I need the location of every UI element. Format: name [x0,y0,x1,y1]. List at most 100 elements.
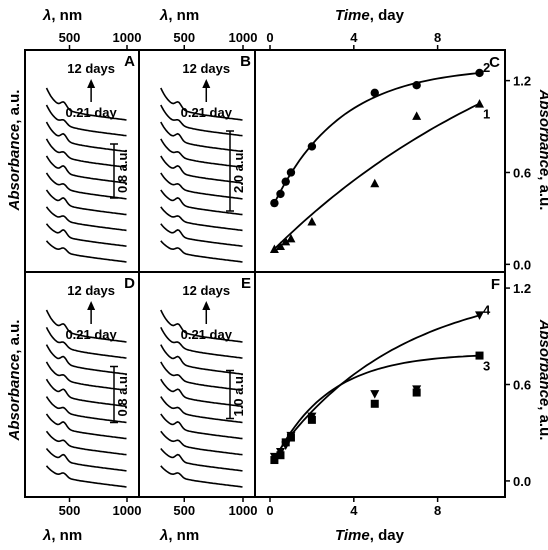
spectrum-D-4 [45,378,127,408]
data-point-C-2-7 [475,68,484,78]
top-lambda-label-a: λ, nm [42,7,82,24]
spectrum-E-2 [160,344,243,375]
spectrum-A-9 [45,240,127,263]
scale-bar-label-D: 0.8 a.u. [115,372,130,416]
spectrum-B-8 [160,223,243,247]
x-tick-label-B-0: 500 [173,30,195,45]
spectrum-E-7 [160,430,243,456]
panel-D: 500 1000 12 days 0.21 day D 0.8 a.u. [24,271,142,518]
data-point-F-3-0 [270,456,279,465]
panel-B: 500 1000 12 days 0.21 day B 2.0 a.u. [138,30,258,273]
panel-letter-F: F [491,276,500,293]
spectrum-E-4 [160,378,243,408]
data-point-C-2-1 [276,189,285,199]
annotation-bottom-B: 0.21 day [181,105,233,120]
spectrum-E-9 [160,465,243,488]
fit-curve-C-1 [273,102,481,250]
arrow-head-A [87,79,96,88]
data-point-C-1-3 [286,233,296,243]
series-label-F-3: 3 [483,359,490,374]
spectrum-B-7 [160,206,243,232]
spectrum-E-0 [160,309,243,343]
right-absorbance-label-top: Absorbance, a.u. [536,89,548,211]
x-tick-label-B-1: 1000 [229,30,258,45]
y-tick-label-F-0: 0.0 [513,474,531,489]
spectrum-A-3 [45,138,127,169]
spectrum-D-8 [45,447,127,472]
spectrum-E-1 [160,326,243,359]
left-absorbance-label-top: Absorbance, a.u. [6,90,23,212]
spectrum-A-7 [45,206,127,232]
bottom-time-label: Time, day [335,527,405,544]
panel-letter-E: E [241,275,251,292]
spectrum-B-6 [160,189,243,216]
spectrum-A-8 [45,223,127,247]
data-point-F-3-4 [307,415,316,424]
x-tick-label-A-1: 1000 [113,30,142,45]
spectrum-B-3 [160,138,243,169]
x-tick-label-F-1: 4 [350,503,358,518]
data-point-C-1-1 [275,241,285,250]
top-time-label: Time, day [335,7,405,24]
y-tick-label-F-1: 0.6 [513,378,531,393]
spectrum-B-9 [160,240,243,263]
x-tick-label-C-0: 0 [266,30,273,45]
arrow-head-E [202,301,211,310]
x-tick-label-C-2: 8 [434,30,441,45]
annotation-bottom-D: 0.21 day [65,327,117,342]
spectrum-A-6 [45,189,127,216]
data-point-C-1-7 [475,99,485,108]
annotation-top-D: 12 days [67,283,115,298]
spectrum-A-1 [45,104,127,137]
series-label-C-2: 2 [483,60,490,75]
x-tick-label-D-1: 1000 [113,503,142,518]
spectrum-B-1 [160,104,243,137]
spectrum-E-3 [160,361,243,392]
spectrum-A-5 [45,172,127,200]
x-tick-label-D-0: 500 [59,503,81,518]
spectrum-D-6 [45,413,127,440]
data-point-C-1-6 [412,111,422,120]
annotation-bottom-E: 0.21 day [181,327,233,342]
spectrum-D-0 [45,309,127,343]
panel-E: 500 1000 12 days 0.21 day E 1.0 a.u. [138,271,258,518]
scale-bar-label-B: 2.0 a.u. [231,149,246,193]
data-point-C-2-0 [270,198,279,208]
data-point-C-1-5 [370,178,380,188]
series-label-C-1: 1 [483,107,490,122]
spectrum-E-5 [160,396,243,424]
data-point-C-2-6 [412,81,421,90]
panel-frame-F [254,271,506,498]
annotation-top-A: 12 days [67,61,115,76]
data-point-C-2-3 [286,168,296,177]
spectrum-B-0 [160,87,243,121]
x-tick-label-E-1: 1000 [229,503,258,518]
data-point-F-3-7 [475,351,484,360]
spectrum-E-6 [160,413,243,440]
spectrum-B-4 [160,155,243,184]
spectrum-A-0 [45,87,127,121]
y-tick-label-C-2: 1.2 [513,74,531,89]
panel-C: 0 4 8 0.0 0.6 1.2 C2 1 [254,30,531,273]
data-point-C-2-5 [370,88,379,98]
y-tick-label-C-1: 0.6 [513,165,531,180]
right-absorbance-label-bottom: Absorbance, a.u. [536,319,548,441]
panel-letter-A: A [124,53,135,70]
panel-letter-C: C [489,54,500,71]
bottom-lambda-label-e: λ, nm [159,527,199,544]
annotation-top-E: 12 days [182,283,230,298]
top-lambda-label-b: λ, nm [159,7,199,24]
y-tick-label-C-0: 0.0 [513,257,531,272]
bottom-lambda-label-d: λ, nm [42,527,82,544]
spectrum-A-4 [45,155,127,184]
data-point-F-3-2 [281,438,290,447]
spectrum-D-9 [45,465,127,488]
spectrum-D-2 [45,344,127,375]
spectrum-D-5 [45,396,127,424]
data-point-C-2-4 [307,142,317,151]
annotation-bottom-A: 0.21 day [65,105,117,120]
panel-letter-D: D [124,275,135,292]
data-point-F-4-7 [475,311,485,320]
